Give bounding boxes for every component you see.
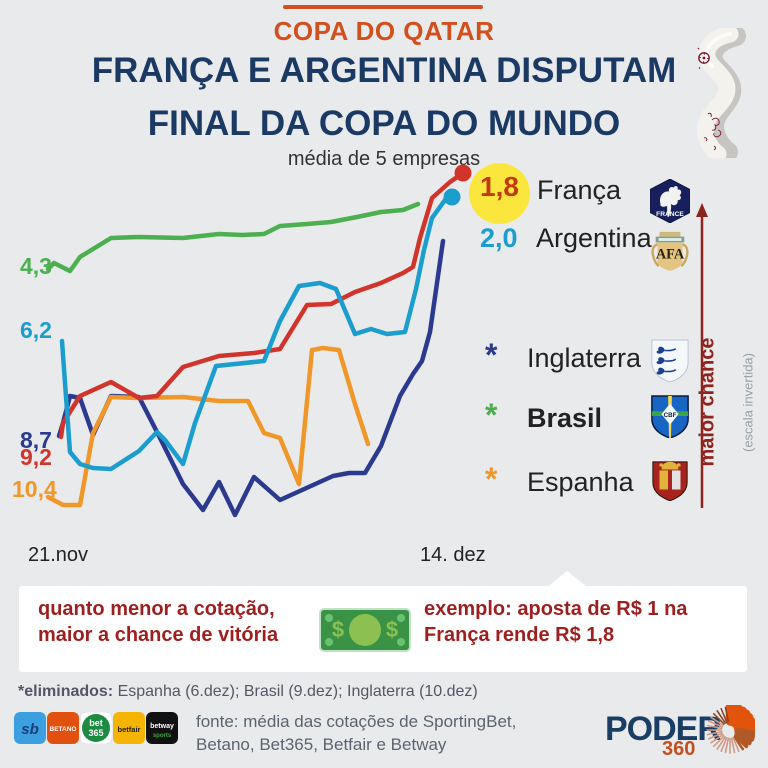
svg-text:$: $	[386, 617, 398, 642]
svg-text:bet: bet	[89, 718, 103, 728]
svg-text:FRANCE: FRANCE	[656, 211, 684, 218]
svg-text:betfair: betfair	[118, 725, 141, 734]
svg-text:BETANO: BETANO	[50, 726, 77, 733]
svg-text:sb: sb	[21, 721, 39, 738]
svg-text:betway: betway	[150, 723, 174, 730]
svg-text:CBF: CBF	[664, 412, 677, 419]
svg-text:365: 365	[88, 728, 103, 738]
svg-text:AFA: AFA	[656, 247, 685, 263]
svg-text:sports: sports	[153, 733, 172, 739]
svg-text:$: $	[332, 617, 344, 642]
